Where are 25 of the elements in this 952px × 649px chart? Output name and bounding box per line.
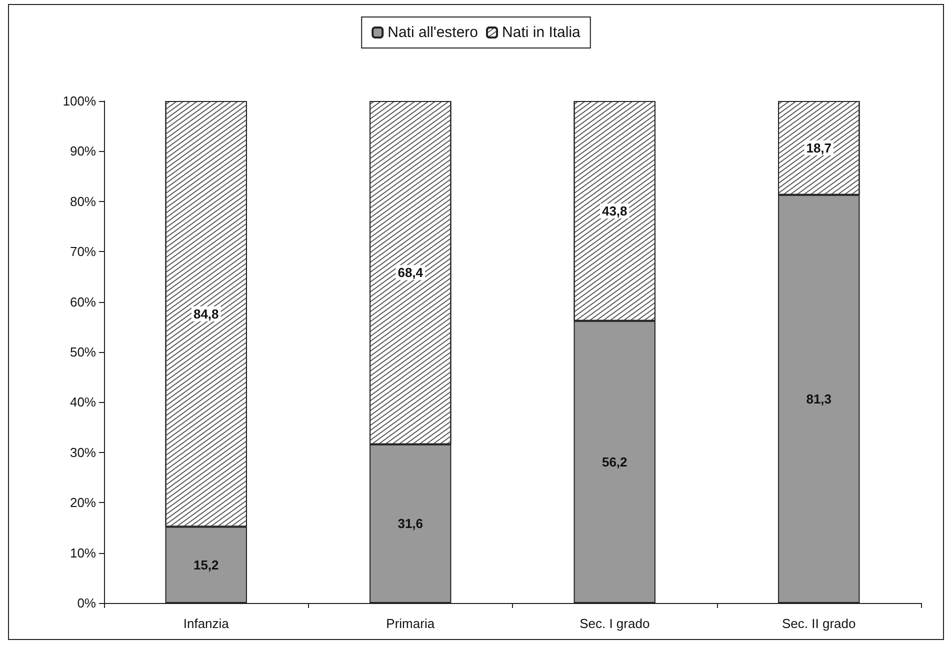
data-label: 84,8 <box>193 306 219 322</box>
data-label: 56,2 <box>602 454 628 470</box>
x-tick-label: Primaria <box>386 616 436 631</box>
y-tick-label: 80% <box>70 194 96 209</box>
y-tick-label: 20% <box>70 495 96 510</box>
y-tick-label: 100% <box>62 94 96 108</box>
y-tick-label: 90% <box>70 144 96 159</box>
data-label: 15,2 <box>193 557 219 572</box>
y-tick-label: 50% <box>70 344 96 360</box>
data-label: 43,8 <box>602 203 628 218</box>
y-tick-label: 60% <box>70 294 96 310</box>
y-tick-label: 0% <box>77 596 96 610</box>
y-tick-label: 40% <box>70 394 96 410</box>
x-tick-label: Sec. II grado <box>782 616 856 631</box>
data-label: 68,4 <box>398 265 424 280</box>
legend-label: Nati in Italia <box>502 24 582 41</box>
y-tick-label: 10% <box>70 545 96 560</box>
data-label: 81,3 <box>806 391 832 406</box>
data-label: 18,7 <box>806 140 832 156</box>
y-tick-label: 70% <box>70 244 96 260</box>
x-tick-label: Infanzia <box>183 616 230 631</box>
legend-label: Nati all'estero <box>388 24 478 41</box>
x-tick-label: Sec. I grado <box>580 616 650 631</box>
data-label: 31,6 <box>398 516 424 532</box>
y-tick-label: 30% <box>70 444 96 460</box>
